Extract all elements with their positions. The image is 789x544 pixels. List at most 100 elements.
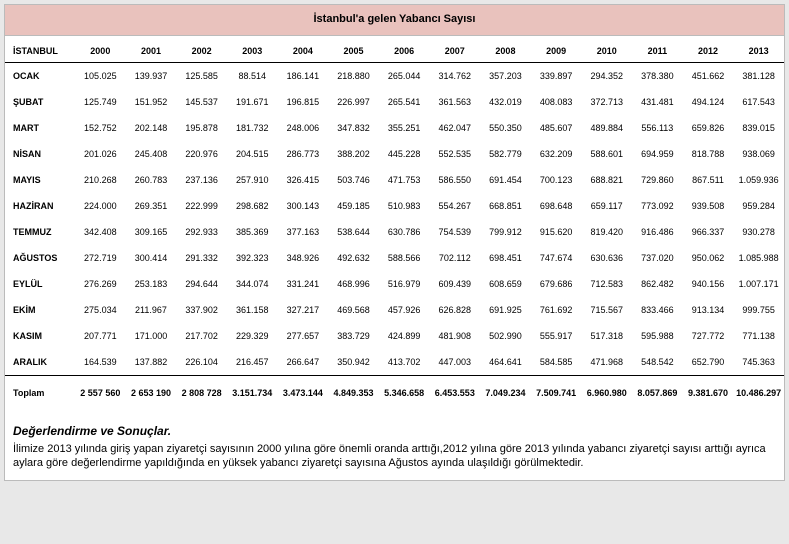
data-cell: 164.539	[75, 349, 126, 376]
data-cell: 652.790	[683, 349, 734, 376]
data-cell: 668.851	[480, 193, 531, 219]
month-label: ŞUBAT	[5, 89, 75, 115]
table-row: ARALIK164.539137.882226.104216.457266.64…	[5, 349, 784, 376]
data-cell: 712.583	[581, 271, 632, 297]
data-cell: 747.674	[531, 245, 582, 271]
data-cell: 337.902	[176, 297, 227, 323]
data-cell: 445.228	[379, 141, 430, 167]
sheet-title: İstanbul'a gelen Yabancı Sayısı	[5, 5, 784, 36]
data-cell: 503.746	[328, 167, 379, 193]
data-cell: 632.209	[531, 141, 582, 167]
data-cell: 331.241	[278, 271, 329, 297]
data-cell: 700.123	[531, 167, 582, 193]
year-header: 2005	[328, 36, 379, 63]
data-table: İSTANBUL 2000200120022003200420052006200…	[5, 36, 784, 410]
data-cell: 286.773	[278, 141, 329, 167]
month-label: OCAK	[5, 63, 75, 90]
data-cell: 556.113	[632, 115, 683, 141]
data-cell: 867.511	[683, 167, 734, 193]
data-cell: 88.514	[227, 63, 278, 90]
data-sheet: İstanbul'a gelen Yabancı Sayısı İSTANBUL…	[4, 4, 785, 481]
table-row: TEMMUZ342.408309.165292.933385.369377.16…	[5, 219, 784, 245]
data-cell: 819.420	[581, 219, 632, 245]
data-cell: 833.466	[632, 297, 683, 323]
data-cell: 392.323	[227, 245, 278, 271]
data-cell: 626.828	[429, 297, 480, 323]
month-label: NİSAN	[5, 141, 75, 167]
data-cell: 220.976	[176, 141, 227, 167]
data-cell: 959.284	[733, 193, 784, 219]
data-cell: 1.085.988	[733, 245, 784, 271]
data-cell: 145.537	[176, 89, 227, 115]
data-cell: 659.117	[581, 193, 632, 219]
table-row: ŞUBAT125.749151.952145.537191.671196.815…	[5, 89, 784, 115]
year-header: 2009	[531, 36, 582, 63]
data-cell: 139.937	[126, 63, 177, 90]
data-cell: 260.783	[126, 167, 177, 193]
data-cell: 554.267	[429, 193, 480, 219]
data-cell: 691.925	[480, 297, 531, 323]
data-cell: 773.092	[632, 193, 683, 219]
month-label: HAZİRAN	[5, 193, 75, 219]
table-row: OCAK105.025139.937125.58588.514186.14121…	[5, 63, 784, 90]
data-cell: 471.968	[581, 349, 632, 376]
data-cell: 659.826	[683, 115, 734, 141]
data-cell: 314.762	[429, 63, 480, 90]
data-cell: 481.908	[429, 323, 480, 349]
data-cell: 377.163	[278, 219, 329, 245]
data-cell: 588.566	[379, 245, 430, 271]
year-header: 2008	[480, 36, 531, 63]
data-cell: 471.753	[379, 167, 430, 193]
total-cell: 5.346.658	[379, 376, 430, 411]
data-cell: 385.369	[227, 219, 278, 245]
table-body: OCAK105.025139.937125.58588.514186.14121…	[5, 63, 784, 411]
table-row: EKİM275.034211.967337.902361.158327.2174…	[5, 297, 784, 323]
year-header: 2001	[126, 36, 177, 63]
table-row: MART152.752202.148195.878181.732248.0063…	[5, 115, 784, 141]
month-label: TEMMUZ	[5, 219, 75, 245]
data-cell: 510.983	[379, 193, 430, 219]
data-cell: 938.069	[733, 141, 784, 167]
data-cell: 186.141	[278, 63, 329, 90]
table-row: HAZİRAN224.000269.351222.999298.682300.1…	[5, 193, 784, 219]
data-cell: 125.585	[176, 63, 227, 90]
data-cell: 462.047	[429, 115, 480, 141]
data-cell: 516.979	[379, 271, 430, 297]
data-cell: 939.508	[683, 193, 734, 219]
data-cell: 265.044	[379, 63, 430, 90]
data-cell: 210.268	[75, 167, 126, 193]
data-cell: 729.860	[632, 167, 683, 193]
data-cell: 630.786	[379, 219, 430, 245]
data-cell: 300.414	[126, 245, 177, 271]
data-cell: 502.990	[480, 323, 531, 349]
data-cell: 253.183	[126, 271, 177, 297]
data-cell: 291.332	[176, 245, 227, 271]
month-label: MAYIS	[5, 167, 75, 193]
data-cell: 195.878	[176, 115, 227, 141]
total-cell: 4.849.353	[328, 376, 379, 411]
data-cell: 839.015	[733, 115, 784, 141]
table-header: İSTANBUL 2000200120022003200420052006200…	[5, 36, 784, 63]
data-cell: 771.138	[733, 323, 784, 349]
data-cell: 432.019	[480, 89, 531, 115]
data-cell: 586.550	[429, 167, 480, 193]
data-cell: 688.821	[581, 167, 632, 193]
data-cell: 608.659	[480, 271, 531, 297]
data-cell: 381.128	[733, 63, 784, 90]
data-cell: 350.942	[328, 349, 379, 376]
data-cell: 222.999	[176, 193, 227, 219]
data-cell: 469.568	[328, 297, 379, 323]
data-cell: 930.278	[733, 219, 784, 245]
corner-label: İSTANBUL	[5, 36, 75, 63]
data-cell: 679.686	[531, 271, 582, 297]
data-cell: 468.996	[328, 271, 379, 297]
data-cell: 266.647	[278, 349, 329, 376]
data-cell: 582.779	[480, 141, 531, 167]
data-cell: 737.020	[632, 245, 683, 271]
year-header: 2011	[632, 36, 683, 63]
data-cell: 459.185	[328, 193, 379, 219]
data-cell: 218.880	[328, 63, 379, 90]
data-cell: 517.318	[581, 323, 632, 349]
data-cell: 248.006	[278, 115, 329, 141]
total-cell: 7.049.234	[480, 376, 531, 411]
